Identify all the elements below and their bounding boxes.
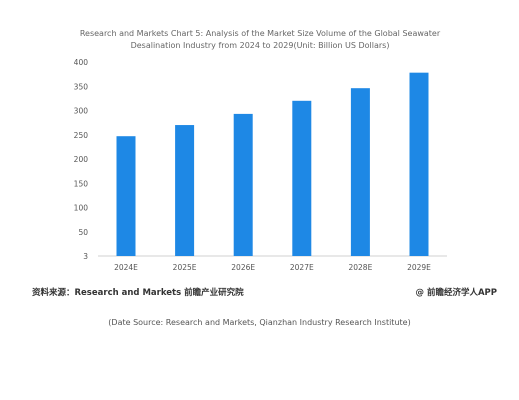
- watermark: @ 前瞻经济学人APP: [415, 288, 498, 298]
- bar-2024E: [116, 136, 136, 256]
- y-tick-label: 50: [78, 228, 88, 237]
- bar-2027E: [292, 100, 312, 256]
- y-tick-label: 100: [74, 204, 89, 213]
- y-tick-label: 200: [74, 155, 89, 164]
- bar-2026E: [233, 113, 253, 257]
- x-tick-label: 2029E: [407, 263, 431, 272]
- x-tick-label: 2026E: [231, 263, 255, 272]
- y-tick-label: 400: [74, 58, 89, 67]
- y-tick-label: 3: [83, 252, 88, 261]
- bars: [116, 72, 429, 257]
- x-tick-label: 2028E: [348, 263, 372, 272]
- y-tick-label: 250: [74, 131, 89, 140]
- bar-2029E: [409, 72, 429, 256]
- x-tick-label: 2024E: [114, 263, 138, 272]
- y-tick-label: 300: [74, 107, 89, 116]
- y-tick-label: 350: [74, 82, 89, 91]
- bar-chart: 400 350 300 250 200 150 100 50 3 2024E 2025E 2026E…: [74, 58, 447, 272]
- caption: (Date Source: Research and Markets, Qian…: [108, 318, 411, 327]
- chart-title: Research and Markets Chart 5: Analysis o…: [79, 29, 441, 50]
- bar-2028E: [350, 88, 370, 256]
- y-tick-label: 150: [74, 179, 89, 188]
- x-tick-label: 2025E: [173, 263, 197, 272]
- x-tick-label: 2027E: [290, 263, 314, 272]
- bar-2025E: [175, 125, 195, 256]
- source-line: 资料来源：Research and Markets 前瞻产业研究院: [32, 288, 244, 298]
- x-axis: 2024E 2025E 2026E 2027E 2028E 2029E: [114, 263, 431, 272]
- y-axis: 400 350 300 250 200 150 100 50 3: [74, 58, 89, 261]
